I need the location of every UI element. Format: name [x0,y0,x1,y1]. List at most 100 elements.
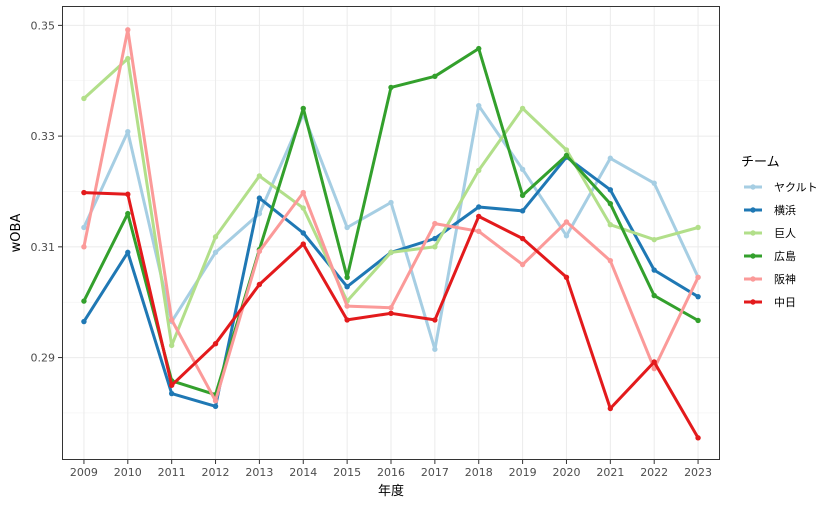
data-point [476,228,482,235]
x-tick-label: 2013 [245,466,273,479]
data-point [256,281,263,288]
data-point [388,84,394,91]
data-point [519,235,526,242]
data-point [651,236,657,243]
data-point [519,166,526,173]
major-gridlines [62,6,720,460]
data-point [256,248,263,254]
data-point [81,244,87,250]
data-point [607,221,614,228]
x-tick-label: 2017 [421,466,449,479]
legend-title: チーム [741,155,780,170]
plot-panel-border [62,6,720,460]
data-point [563,219,570,225]
data-point [519,261,526,268]
series-6 [81,189,701,441]
x-tick-label: 2012 [202,466,230,479]
data-point [607,200,614,207]
legend-item: 阪神 [744,272,796,286]
data-point [344,317,350,323]
data-point [344,284,350,290]
x-tick-label: 2010 [114,466,142,479]
series-lines [81,27,701,441]
data-point [651,292,657,299]
x-tick-label: 2021 [596,466,624,479]
data-point [695,274,701,280]
data-point [695,293,701,300]
legend-label: ヤクルト [774,181,818,194]
x-tick-label: 2015 [333,466,361,479]
data-point [81,318,87,325]
data-point [212,234,219,240]
legend-key-point [750,230,756,236]
data-point [607,155,614,161]
data-point [695,224,701,231]
data-point [476,167,482,174]
x-tick-label: 2018 [465,466,493,479]
data-point [212,341,219,347]
data-point [432,220,438,227]
data-point [125,27,131,33]
series-5 [81,27,701,404]
y-axis-title: wOBA [9,214,24,253]
data-point [388,310,394,316]
data-point [81,298,87,304]
data-point [432,235,438,242]
x-tick-label: 2014 [289,466,317,479]
data-point [125,249,131,256]
data-point [125,210,131,217]
data-point [476,45,482,52]
x-axis-title: 年度 [378,483,404,499]
data-point [212,249,219,256]
data-point [651,359,657,365]
data-point [125,191,131,197]
x-tick-label: 2009 [70,466,98,479]
data-point [344,303,350,309]
data-point [432,244,438,250]
data-point [607,405,614,412]
y-tick-label: 0.29 [31,352,56,365]
legend-item: 中日 [744,296,796,309]
data-point [388,305,394,311]
legend-item: 巨人 [744,227,796,240]
data-point [388,249,394,256]
data-point [168,382,175,388]
data-point [256,210,263,217]
legend-key-point [750,207,756,213]
data-point [695,317,701,324]
data-point [388,199,394,206]
data-point [344,274,350,280]
data-point [81,224,87,231]
data-point [300,205,306,211]
x-tick-label: 2011 [158,466,186,479]
data-point [256,173,263,179]
data-point [256,195,263,201]
data-point [476,102,482,109]
data-point [125,128,131,135]
legend-item: ヤクルト [744,181,818,194]
legend-key-point [750,253,756,259]
legend-item: 横浜 [744,203,796,217]
y-tick-label: 0.35 [31,19,56,32]
data-point [476,204,482,210]
x-tick-label: 2023 [684,466,712,479]
data-point [563,152,570,159]
legend-label: 阪神 [774,272,796,286]
x-tick-label: 2022 [640,466,668,479]
data-point [519,105,526,112]
data-point [168,390,175,397]
data-point [300,189,306,196]
series-4 [81,45,701,398]
data-point [607,187,614,193]
data-point [519,192,526,199]
y-tick-label: 0.31 [31,241,56,254]
data-point [300,105,306,112]
x-tick-label: 2019 [509,466,537,479]
y-tick-label: 0.33 [31,130,56,143]
legend-label: 広島 [774,249,796,263]
x-axis: 2009 2010 2011 2012 2013 2014 2015 2016 2017 2018… [70,460,712,479]
series-3 [81,55,701,349]
data-point [563,233,570,239]
